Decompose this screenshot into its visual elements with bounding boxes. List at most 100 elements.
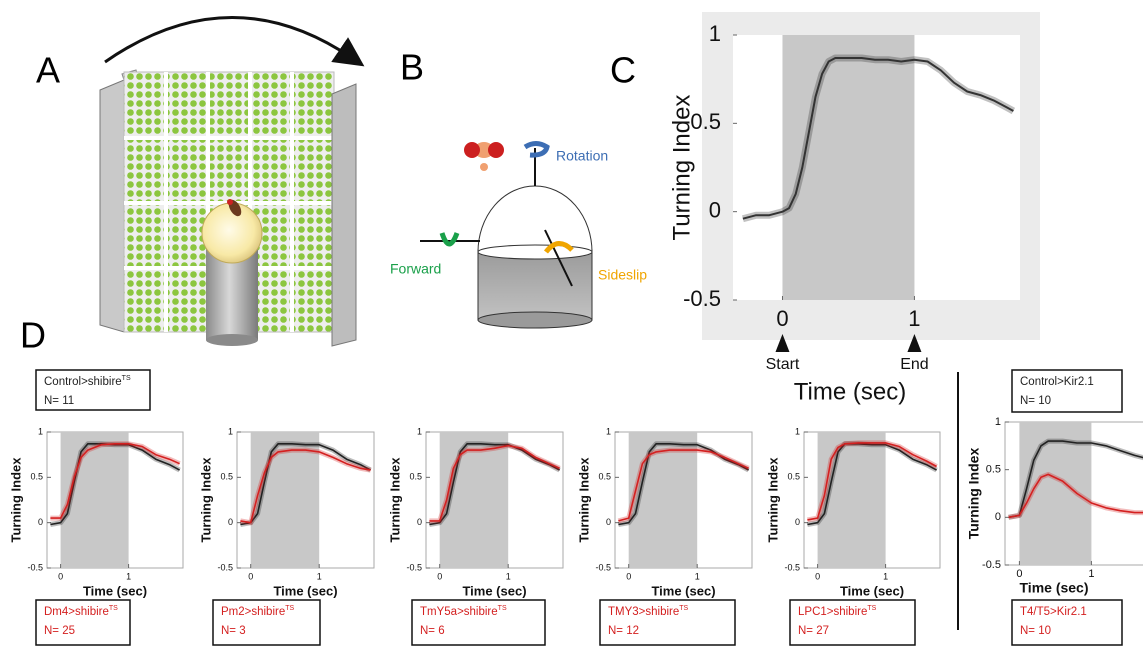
y-tick-label: 0.5 bbox=[690, 109, 721, 134]
x-tick-label: 0 bbox=[248, 571, 253, 581]
genotype-label: T4/T5>Kir2.1 bbox=[1020, 606, 1087, 618]
y-tick-label: 0 bbox=[38, 517, 43, 527]
event-label: Start bbox=[766, 356, 800, 373]
x-tick-label: 1 bbox=[506, 571, 511, 581]
y-tick-label: -0.5 bbox=[784, 562, 800, 572]
x-tick-label: 0 bbox=[815, 571, 820, 581]
genotype-box bbox=[599, 599, 736, 646]
x-axis-label: Time (sec) bbox=[651, 583, 715, 598]
genotype-label: LPC1>shibireTS bbox=[798, 605, 877, 618]
series-line bbox=[807, 443, 937, 526]
y-tick-label: -0.5 bbox=[595, 562, 611, 572]
forward-label: Forward bbox=[390, 261, 441, 277]
panel-label: B bbox=[400, 47, 424, 88]
y-axis-label: Turning Index bbox=[668, 95, 695, 241]
panel-label: D bbox=[20, 315, 46, 356]
x-tick-label: 0 bbox=[58, 571, 63, 581]
panel-label: A bbox=[36, 50, 60, 91]
series-line bbox=[618, 449, 749, 522]
genotype-superscript: TS bbox=[109, 605, 118, 612]
y-tick-label: -0.5 bbox=[217, 562, 233, 572]
y-tick-label: 0.5 bbox=[787, 472, 800, 482]
genotype-label: Pm2>shibireTS bbox=[221, 605, 295, 618]
y-axis-label: Turning Index bbox=[765, 457, 780, 543]
sample-size: N= 11 bbox=[44, 395, 74, 407]
stimulus-period bbox=[782, 35, 915, 300]
y-tick-label: -0.5 bbox=[982, 559, 1001, 571]
y-tick-label: 0 bbox=[228, 517, 233, 527]
series-line bbox=[50, 443, 180, 526]
genotype-superscript: TS bbox=[867, 605, 876, 612]
x-axis-label: Time (sec) bbox=[840, 583, 904, 598]
y-tick-label: 0.5 bbox=[220, 472, 233, 482]
sample-size: N= 25 bbox=[44, 625, 75, 637]
genotype-box bbox=[789, 599, 916, 646]
x-tick-label: 1 bbox=[126, 571, 131, 581]
series-line bbox=[240, 449, 371, 524]
series-line bbox=[742, 57, 1014, 220]
x-tick-label: 0 bbox=[776, 306, 788, 331]
series-line bbox=[429, 444, 560, 522]
series-line bbox=[1008, 440, 1143, 519]
genotype-label: Control>Kir2.1 bbox=[1020, 376, 1094, 388]
y-tick-label: 1 bbox=[38, 426, 43, 436]
y-axis-label: Turning Index bbox=[576, 457, 591, 543]
x-tick-label: 1 bbox=[695, 571, 700, 581]
genotype-superscript: TS bbox=[122, 375, 131, 382]
stimulus-period bbox=[439, 432, 509, 568]
ball-illustration: Rotation Forward Sideslip bbox=[390, 141, 647, 329]
x-tick-label: 0 bbox=[626, 571, 631, 581]
sample-size: N= 6 bbox=[420, 625, 445, 637]
stimulus-period bbox=[817, 432, 886, 568]
arena-illustration bbox=[99, 16, 365, 347]
x-axis-label: Time (sec) bbox=[83, 583, 147, 598]
event-marker bbox=[907, 334, 922, 352]
y-axis-label: Turning Index bbox=[387, 457, 402, 543]
x-tick-label: 1 bbox=[908, 306, 920, 331]
y-tick-label: -0.5 bbox=[683, 286, 721, 311]
event-label: End bbox=[900, 356, 928, 373]
genotype-box bbox=[212, 599, 321, 646]
x-axis-label: Time (sec) bbox=[462, 583, 526, 598]
x-tick-label: 1 bbox=[1088, 568, 1094, 580]
event-marker bbox=[775, 334, 790, 352]
sideslip-label: Sideslip bbox=[598, 267, 647, 283]
y-tick-label: 0 bbox=[995, 511, 1001, 523]
stimulus-period bbox=[628, 432, 698, 568]
y-tick-label: 1 bbox=[417, 426, 422, 436]
sample-size: N= 10 bbox=[1020, 395, 1051, 407]
genotype-label: TMY3>shibireTS bbox=[608, 605, 689, 618]
y-axis-label: Turning Index bbox=[198, 457, 213, 543]
genotype-box bbox=[35, 599, 131, 646]
x-tick-label: 1 bbox=[317, 571, 322, 581]
series-line bbox=[240, 443, 371, 526]
y-tick-label: 0.5 bbox=[30, 472, 43, 482]
x-tick-label: 0 bbox=[1016, 568, 1022, 580]
y-tick-label: 1 bbox=[995, 416, 1001, 428]
genotype-superscript: TS bbox=[679, 605, 688, 612]
genotype-superscript: TS bbox=[498, 605, 507, 612]
y-tick-label: 0 bbox=[606, 517, 611, 527]
sample-size: N= 3 bbox=[221, 625, 246, 637]
genotype-box bbox=[35, 369, 151, 411]
x-axis-label: Time (sec) bbox=[273, 583, 337, 598]
y-axis-label: Turning Index bbox=[8, 457, 23, 543]
genotype-label: TmY5a>shibireTS bbox=[420, 605, 507, 618]
y-tick-label: -0.5 bbox=[406, 562, 422, 572]
stimulus-period bbox=[250, 432, 320, 568]
panel-label: C bbox=[610, 50, 636, 91]
sample-size: N= 12 bbox=[608, 625, 639, 637]
genotype-label: Control>shibireTS bbox=[44, 375, 131, 388]
y-tick-label: 0 bbox=[417, 517, 422, 527]
y-tick-label: 1 bbox=[709, 21, 721, 46]
y-tick-label: 0 bbox=[709, 197, 721, 222]
series-line bbox=[807, 442, 937, 521]
y-tick-label: 0.5 bbox=[409, 472, 422, 482]
stimulus-period bbox=[60, 432, 129, 568]
series-line bbox=[50, 443, 180, 519]
genotype-box bbox=[411, 599, 546, 646]
sample-size: N= 27 bbox=[798, 625, 829, 637]
y-tick-label: 1 bbox=[606, 426, 611, 436]
